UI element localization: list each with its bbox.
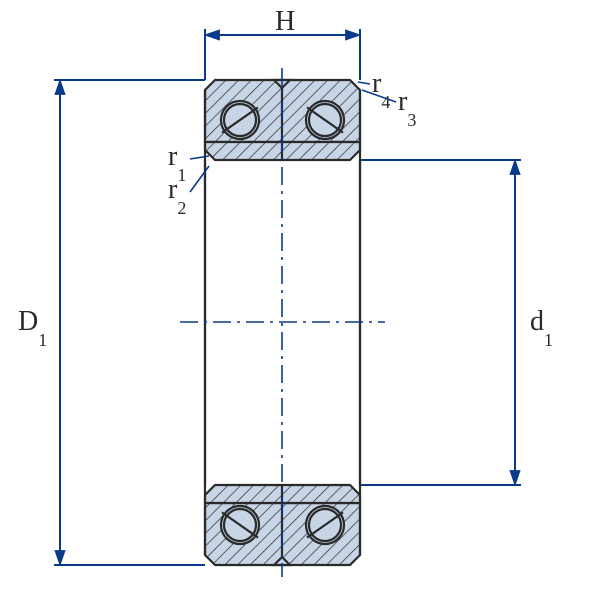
label-H: H [275,6,295,37]
label-r3: r3 [398,86,416,130]
label-d1: d1 [530,306,553,350]
dim-d1: d1 [360,160,553,485]
label-D1: D1 [18,306,47,350]
label-r4: r4 [372,68,390,112]
